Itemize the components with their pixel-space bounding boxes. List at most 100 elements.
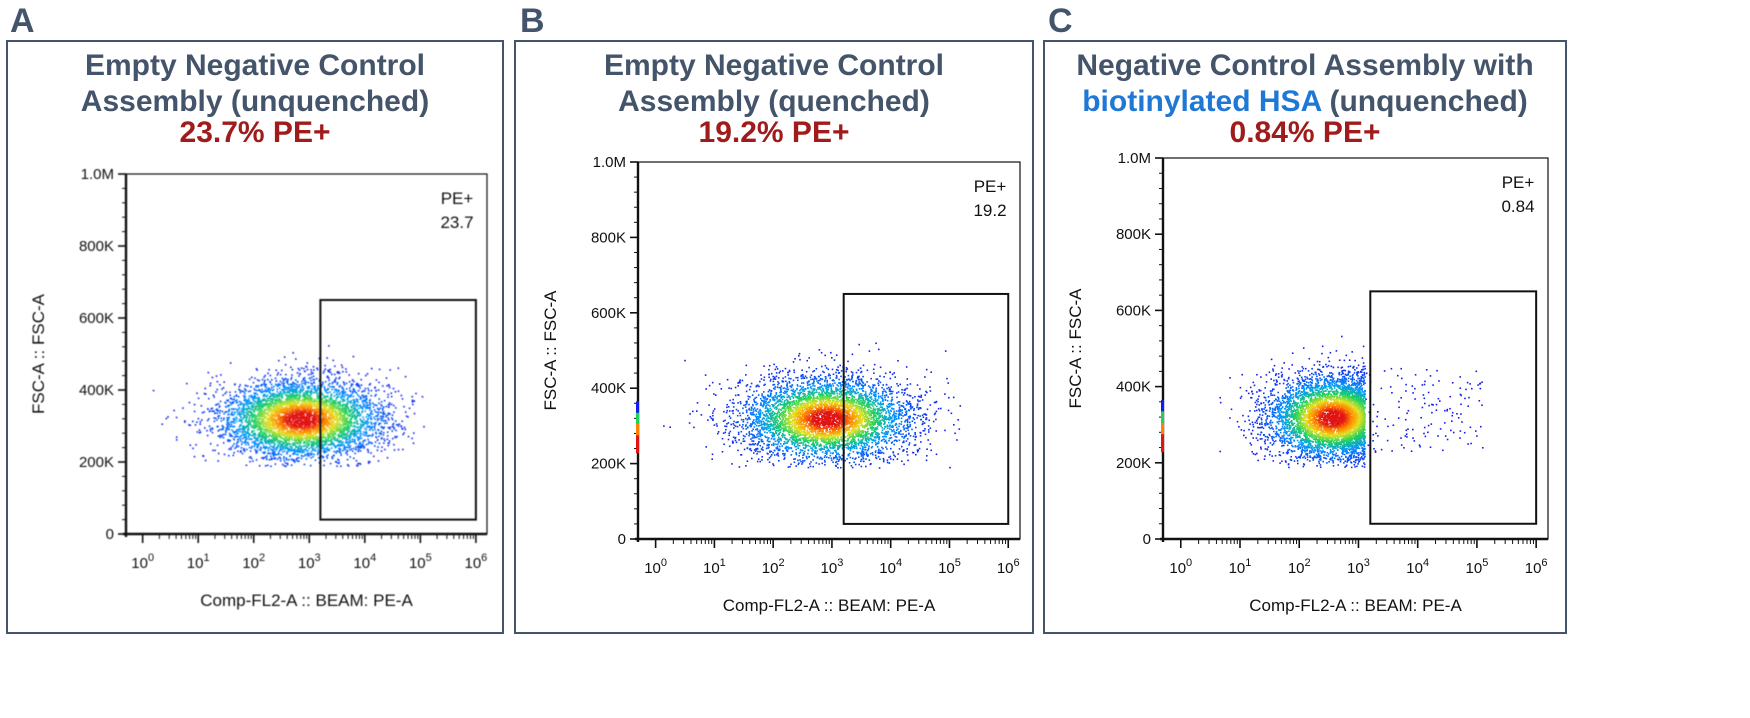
scatter-point: [310, 435, 312, 437]
scatter-point: [277, 372, 279, 374]
scatter-point: [258, 436, 260, 439]
scatter-point: [328, 409, 330, 411]
scatter-point: [266, 428, 268, 430]
scatter-point: [306, 442, 308, 444]
scatter-point: [312, 375, 315, 378]
scatter-point: [233, 422, 236, 424]
scatter-point: [304, 380, 306, 383]
scatter-point: [274, 463, 277, 465]
scatter-point: [377, 408, 380, 411]
scatter-point: [249, 408, 251, 410]
scatter-point: [378, 422, 380, 425]
scatter-point: [354, 438, 356, 441]
scatter-point: [289, 408, 291, 410]
scatter-point: [260, 427, 262, 430]
scatter-point: [302, 432, 305, 435]
scatter-point: [306, 440, 309, 442]
scatter-point: [340, 415, 342, 417]
scatter-point: [296, 392, 298, 394]
scatter-point: [343, 417, 345, 420]
scatter-point: [348, 411, 351, 414]
scatter-point: [325, 421, 327, 423]
scatter-point: [240, 410, 243, 413]
scatter-point: [292, 426, 295, 428]
scatter-point: [241, 410, 244, 413]
scatter-point: [299, 432, 301, 435]
scatter-point: [267, 429, 270, 432]
scatter-point: [381, 412, 384, 414]
scatter-point: [240, 435, 242, 438]
scatter-point: [394, 420, 397, 422]
scatter-point: [264, 437, 266, 440]
scatter-point: [330, 395, 332, 398]
scatter-point: [259, 410, 262, 412]
scatter-point: [352, 447, 355, 450]
scatter-point: [331, 416, 334, 418]
scatter-point: [268, 391, 270, 394]
scatter-point: [353, 425, 356, 427]
scatter-point: [323, 451, 326, 454]
scatter-point: [209, 410, 211, 412]
scatter-point: [365, 431, 367, 433]
scatter-point: [291, 412, 293, 415]
scatter-point: [214, 449, 216, 452]
scatter-point: [311, 435, 314, 438]
scatter-point: [275, 406, 277, 408]
scatter-point: [355, 448, 358, 450]
scatter-point: [267, 452, 269, 455]
scatter-point: [222, 433, 225, 436]
scatter-point: [204, 427, 206, 429]
scatter-point: [307, 398, 309, 400]
scatter-point: [280, 400, 282, 403]
scatter-point: [261, 457, 263, 459]
scatter-point: [325, 389, 328, 392]
scatter-point: [341, 387, 344, 390]
scatter-point: [260, 391, 263, 394]
scatter-point: [270, 465, 272, 468]
scatter-point: [371, 426, 373, 428]
scatter-point: [196, 392, 198, 394]
scatter-point: [306, 410, 308, 413]
scatter-point: [254, 442, 256, 444]
scatter-point: [326, 357, 328, 359]
scatter-point: [324, 413, 327, 415]
scatter-point: [267, 442, 270, 445]
scatter-point: [310, 443, 313, 446]
scatter-point: [278, 432, 281, 434]
scatter-point: [347, 400, 350, 403]
scatter-point: [378, 418, 380, 420]
scatter-point: [311, 427, 313, 429]
scatter-point: [296, 405, 298, 408]
scatter-point: [285, 421, 287, 423]
scatter-point: [192, 420, 194, 423]
scatter-point: [408, 407, 411, 410]
scatter-point: [316, 453, 319, 456]
scatter-point: [240, 450, 242, 452]
y-tick-label: 1.0M: [81, 166, 114, 183]
scatter-point: [354, 407, 357, 409]
scatter-point: [173, 409, 175, 412]
scatter-point: [283, 465, 286, 467]
scatter-point: [316, 392, 319, 395]
scatter-point: [344, 426, 347, 429]
scatter-point: [313, 441, 316, 443]
scatter-point: [317, 415, 319, 418]
scatter-point: [328, 405, 331, 407]
scatter-point: [372, 406, 375, 408]
scatter-point: [248, 410, 250, 413]
scatter-point: [274, 457, 277, 460]
scatter-point: [324, 388, 326, 390]
scatter-point: [308, 432, 310, 434]
scatter-point: [249, 438, 252, 440]
scatter-point: [342, 441, 344, 443]
scatter-point: [343, 429, 345, 432]
scatter-point: [370, 452, 372, 454]
scatter-point: [289, 401, 292, 403]
scatter-point: [279, 380, 282, 383]
scatter-point: [232, 454, 235, 457]
scatter-point: [278, 392, 280, 395]
scatter-point: [384, 448, 386, 451]
scatter-point: [318, 396, 320, 399]
scatter-point: [347, 415, 350, 417]
scatter-point: [242, 412, 245, 414]
